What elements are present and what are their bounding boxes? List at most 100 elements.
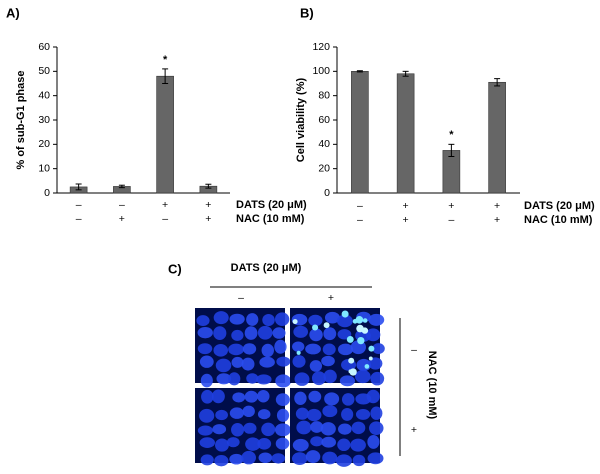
micrograph-part xyxy=(335,454,352,467)
micrograph-part xyxy=(213,311,229,325)
micrograph-part xyxy=(271,453,286,464)
micrograph-part xyxy=(259,356,275,368)
micrograph-part xyxy=(365,328,381,342)
micrograph-part xyxy=(245,437,261,451)
treatment-level: + xyxy=(119,213,125,225)
micrograph-part xyxy=(276,356,291,367)
treatment-level: + xyxy=(205,199,211,211)
column-level: + xyxy=(328,292,334,304)
y-axis-label: % of sub-G1 phase xyxy=(15,70,27,169)
micrograph-part xyxy=(337,438,351,452)
micrograph-part xyxy=(368,356,373,361)
micrograph-part xyxy=(368,357,383,370)
panel-label: B) xyxy=(300,5,314,20)
y-tick-label: 20 xyxy=(38,138,50,150)
micrograph-part xyxy=(352,454,366,467)
treatment-level: – xyxy=(357,214,363,226)
micrograph-part xyxy=(306,408,322,422)
panel-label: A) xyxy=(6,5,20,20)
y-tick-label: 0 xyxy=(324,187,330,199)
column-header: DATS (20 μM) xyxy=(231,262,302,274)
micrograph-part xyxy=(322,451,338,465)
micrograph-part xyxy=(216,373,232,385)
micrograph-part xyxy=(355,408,371,420)
error-bar xyxy=(448,143,455,157)
micrograph-part xyxy=(231,329,244,341)
micrograph-part xyxy=(321,355,335,367)
micrograph-part xyxy=(275,393,290,407)
micrograph-part xyxy=(201,389,214,404)
treatment-level: + xyxy=(448,200,454,212)
treatment-level: + xyxy=(494,214,500,226)
micrograph-part xyxy=(310,421,324,433)
micrograph-part xyxy=(324,392,340,406)
micrograph-part xyxy=(292,319,298,325)
micrograph-part xyxy=(262,314,275,327)
micrograph-part xyxy=(197,327,213,339)
micrograph xyxy=(195,308,292,388)
treatment-level: – xyxy=(119,199,125,211)
micrograph-part xyxy=(351,421,366,435)
micrograph-part xyxy=(354,369,371,384)
micrograph-part xyxy=(322,405,338,418)
micrograph-part xyxy=(243,422,257,434)
micrograph-part xyxy=(258,452,273,463)
micrograph-part xyxy=(199,437,216,448)
micrograph-part xyxy=(320,422,336,436)
micrograph-part xyxy=(324,311,340,324)
y-tick-label: 20 xyxy=(318,162,330,174)
treatment-name: NAC (10 mM) xyxy=(524,214,593,226)
micrograph-part xyxy=(294,391,307,405)
micrograph-part xyxy=(370,406,383,420)
row-level: – xyxy=(411,344,417,356)
micrograph-part xyxy=(368,345,375,352)
bar xyxy=(351,71,369,194)
micrograph-part xyxy=(257,325,273,340)
micrograph-part xyxy=(296,420,312,435)
micrograph-part xyxy=(229,453,244,465)
treatment-name: DATS (20 μM) xyxy=(524,200,595,212)
treatment-level: + xyxy=(205,213,211,225)
micrograph-part xyxy=(274,339,287,354)
micrograph xyxy=(195,388,291,467)
micrograph-part xyxy=(337,343,354,356)
micrograph-part xyxy=(228,372,241,386)
micrograph-part xyxy=(199,408,215,423)
micrograph-part xyxy=(293,325,309,338)
micrograph-part xyxy=(366,389,380,404)
micrograph-part xyxy=(196,315,210,327)
y-tick-label: 120 xyxy=(312,41,330,53)
micrograph-part xyxy=(294,372,310,386)
bar xyxy=(156,75,174,194)
treatment-level: + xyxy=(162,199,168,211)
error-bar xyxy=(162,68,169,84)
micrograph-part xyxy=(231,423,245,437)
micrograph-part xyxy=(229,313,245,325)
micrograph-part xyxy=(246,373,259,384)
micrograph-part xyxy=(261,343,274,358)
micrograph-part xyxy=(246,313,259,326)
y-tick-label: 40 xyxy=(318,138,330,150)
micrograph-part xyxy=(242,405,255,418)
micrograph-part xyxy=(341,393,355,406)
micrograph-part xyxy=(323,322,330,329)
micrograph-part xyxy=(257,438,272,450)
micrograph-part xyxy=(362,318,368,323)
y-tick-label: 100 xyxy=(312,65,330,77)
micrograph-part xyxy=(211,389,225,404)
micrograph-part xyxy=(257,409,271,420)
treatment-name: NAC (10 mM) xyxy=(236,213,305,225)
micrograph xyxy=(290,308,385,387)
micrograph-part xyxy=(274,423,291,437)
y-tick-label: 40 xyxy=(38,89,50,101)
micrograph-part xyxy=(336,314,353,328)
micrograph-part xyxy=(244,326,258,340)
significance-mark: * xyxy=(163,54,168,66)
micrograph-part xyxy=(309,360,323,372)
micrograph-part xyxy=(213,344,229,357)
micrograph-part xyxy=(244,390,259,403)
y-tick-label: 0 xyxy=(44,187,50,199)
micrograph-part xyxy=(241,357,255,371)
micrograph-part xyxy=(212,424,227,435)
